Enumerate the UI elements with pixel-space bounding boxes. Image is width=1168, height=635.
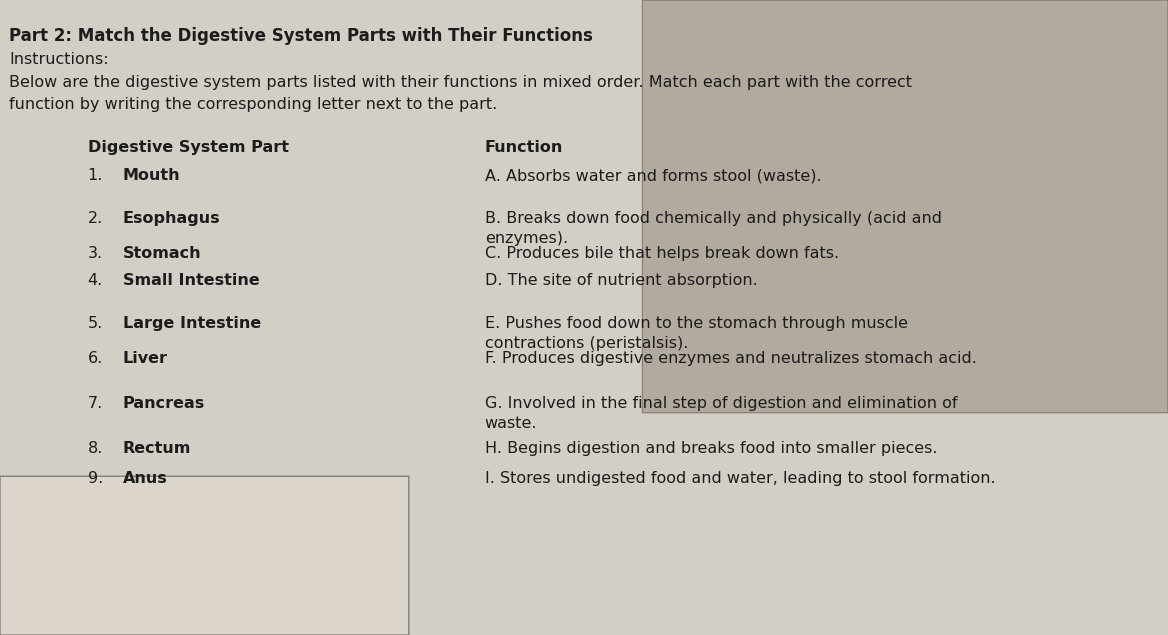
Text: Part 2: Match the Digestive System Parts with Their Functions: Part 2: Match the Digestive System Parts…: [9, 27, 593, 44]
Text: Rectum: Rectum: [123, 441, 192, 457]
Text: 4.: 4.: [88, 273, 103, 288]
Text: Stomach: Stomach: [123, 246, 201, 262]
Text: 3.: 3.: [88, 246, 103, 262]
Text: Liver: Liver: [123, 351, 168, 366]
Text: I. Stores undigested food and water, leading to stool formation.: I. Stores undigested food and water, lea…: [485, 471, 995, 486]
Text: Anus: Anus: [123, 471, 167, 486]
Text: Small Intestine: Small Intestine: [123, 273, 259, 288]
Text: 5.: 5.: [88, 316, 103, 331]
Text: function by writing the corresponding letter next to the part.: function by writing the corresponding le…: [9, 97, 498, 112]
Text: H. Begins digestion and breaks food into smaller pieces.: H. Begins digestion and breaks food into…: [485, 441, 937, 457]
Text: 2.: 2.: [88, 211, 103, 226]
Text: A. Absorbs water and forms stool (waste).: A. Absorbs water and forms stool (waste)…: [485, 168, 821, 184]
Text: Below are the digestive system parts listed with their functions in mixed order.: Below are the digestive system parts lis…: [9, 75, 912, 90]
Text: 6.: 6.: [88, 351, 103, 366]
Text: 9.: 9.: [88, 471, 103, 486]
Text: Mouth: Mouth: [123, 168, 180, 184]
Text: G. Involved in the final step of digestion and elimination of
waste.: G. Involved in the final step of digesti…: [485, 396, 958, 431]
FancyBboxPatch shape: [0, 476, 409, 635]
Text: 8.: 8.: [88, 441, 103, 457]
Text: Digestive System Part: Digestive System Part: [88, 140, 288, 155]
Text: 7.: 7.: [88, 396, 103, 411]
Text: D. The site of nutrient absorption.: D. The site of nutrient absorption.: [485, 273, 758, 288]
Text: Large Intestine: Large Intestine: [123, 316, 260, 331]
Text: F. Produces digestive enzymes and neutralizes stomach acid.: F. Produces digestive enzymes and neutra…: [485, 351, 976, 366]
Text: C. Produces bile that helps break down fats.: C. Produces bile that helps break down f…: [485, 246, 839, 262]
Text: B. Breaks down food chemically and physically (acid and
enzymes).: B. Breaks down food chemically and physi…: [485, 211, 941, 246]
Text: 1.: 1.: [88, 168, 103, 184]
Text: Pancreas: Pancreas: [123, 396, 204, 411]
Text: Instructions:: Instructions:: [9, 52, 109, 67]
Text: Function: Function: [485, 140, 563, 155]
Text: E. Pushes food down to the stomach through muscle
contractions (peristalsis).: E. Pushes food down to the stomach throu…: [485, 316, 908, 351]
Text: Esophagus: Esophagus: [123, 211, 221, 226]
FancyBboxPatch shape: [642, 0, 1168, 413]
